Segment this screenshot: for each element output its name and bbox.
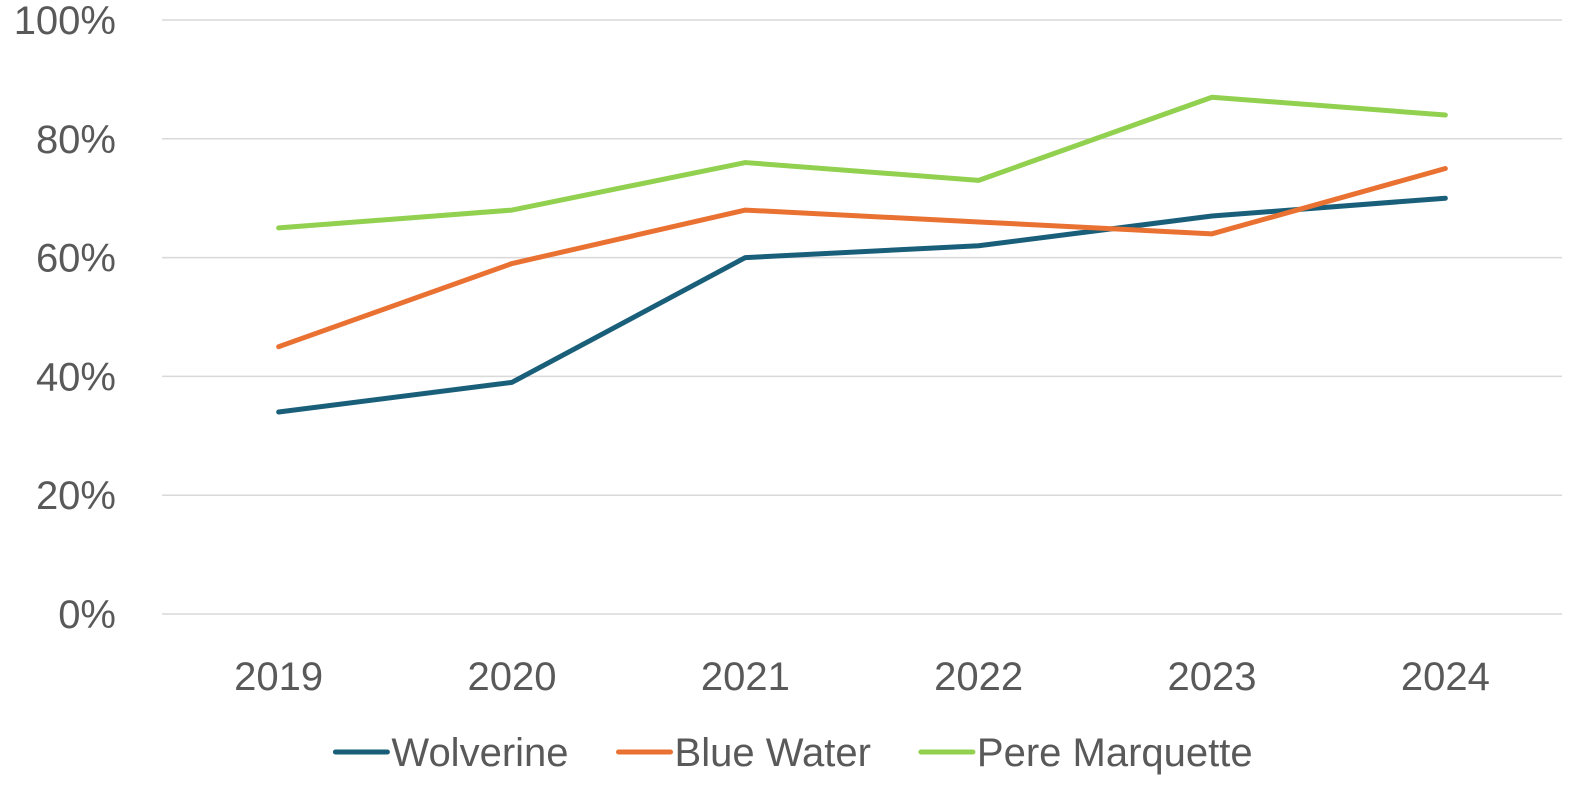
y-tick-label: 20% — [36, 474, 116, 518]
x-tick-label: 2024 — [1401, 655, 1490, 699]
x-tick-label: 2019 — [234, 655, 323, 699]
legend-label-pere-marquette: Pere Marquette — [977, 731, 1253, 775]
y-tick-label: 40% — [36, 355, 116, 399]
y-tick-label: 80% — [36, 118, 116, 162]
x-axis-tick-labels: 2019 2020 2021 2022 2023 2024 — [234, 655, 1490, 699]
y-tick-label: 60% — [36, 237, 116, 281]
legend: Wolverine Blue Water Pere Marquette — [332, 731, 1253, 775]
series-line-blue-water — [276, 166, 1448, 350]
y-axis-tick-labels: 0% 20% 40% 60% 80% 100% — [14, 0, 116, 637]
x-tick-label: 2021 — [701, 655, 790, 699]
series-line-pere-marquette — [276, 94, 1448, 231]
series-lines — [276, 94, 1448, 415]
legend-label-wolverine: Wolverine — [391, 731, 568, 775]
legend-label-blue-water: Blue Water — [675, 731, 871, 775]
y-tick-label: 100% — [14, 0, 116, 43]
x-tick-label: 2023 — [1168, 655, 1257, 699]
gridlines — [162, 19, 1562, 615]
y-tick-label: 0% — [58, 593, 116, 637]
series-line-wolverine — [276, 195, 1448, 415]
x-tick-label: 2020 — [468, 655, 557, 699]
x-tick-label: 2022 — [934, 655, 1023, 699]
